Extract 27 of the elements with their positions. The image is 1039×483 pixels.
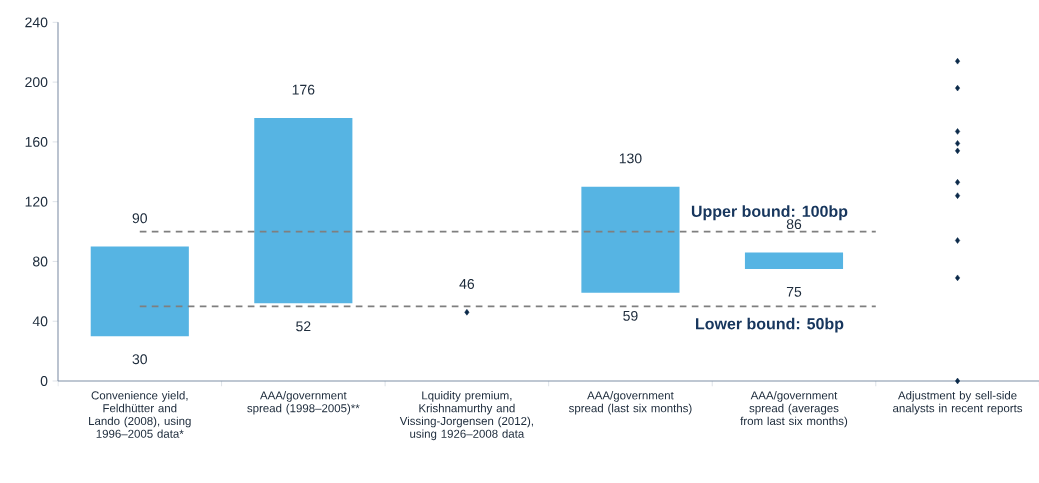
y-tick-label: 200 xyxy=(25,77,48,88)
y-tick-label: 80 xyxy=(32,256,48,267)
y-tick-label: 120 xyxy=(25,196,48,207)
y-tick-label: 240 xyxy=(25,17,48,28)
x-tick-label: Convenience yield, Feldhütter and Lando (2008), using 1996–2005 data* xyxy=(89,391,191,438)
annotation: 52 xyxy=(296,321,311,332)
y-tick-label: 0 xyxy=(40,376,48,386)
x-tick-label: Adjustment by sell-side analysts in recent reports xyxy=(893,391,1023,415)
annotation: 46 xyxy=(459,278,475,289)
x-tick-label: AAA/government spread (1998–2005)** xyxy=(247,391,360,415)
bar xyxy=(581,186,680,293)
y-tick-label: 40 xyxy=(32,316,48,327)
annotation: 86 xyxy=(786,219,802,230)
annotation: 59 xyxy=(623,310,638,321)
annotation: 176 xyxy=(292,84,315,95)
x-tick-label: AAA/government spread (averages from last six months) xyxy=(740,391,848,428)
x-tick-label: AAA/government spread (last six months) xyxy=(568,391,692,415)
y-tick-label: 160 xyxy=(25,136,48,147)
bar xyxy=(254,117,353,304)
bar xyxy=(90,246,189,337)
ref-line-label: Lower bound: 50bp xyxy=(696,317,844,333)
annotation: 130 xyxy=(619,153,642,164)
bar xyxy=(744,252,844,269)
annotation: 75 xyxy=(786,286,802,297)
annotation: 90 xyxy=(132,213,148,224)
annotation: 30 xyxy=(132,354,148,365)
x-tick-label: Lquidity premium, Krishnamurthy and Vissing-Jorgensen (2012), using 1926–2008 data xyxy=(399,391,533,441)
